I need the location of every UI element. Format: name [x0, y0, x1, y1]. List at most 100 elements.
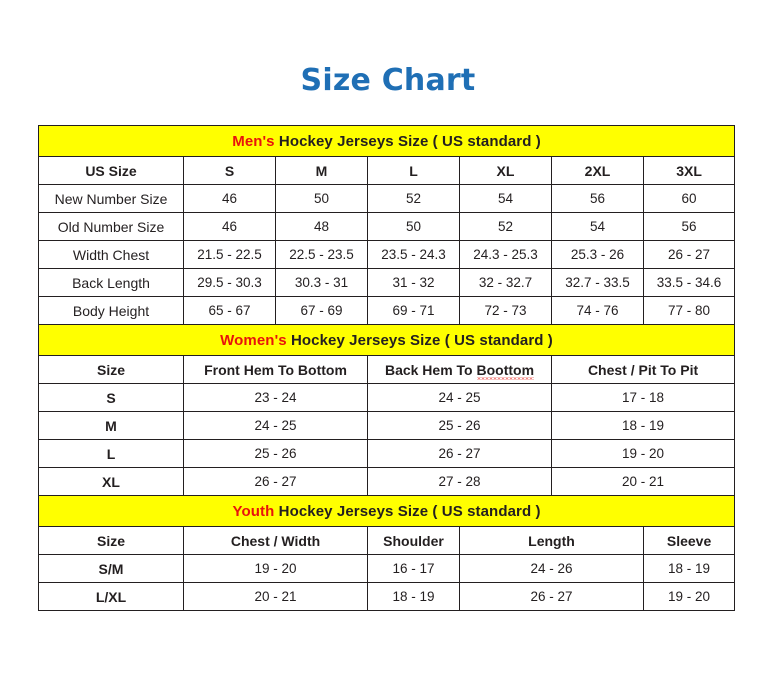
- cell-youth-1-0: 20 - 21: [183, 582, 368, 611]
- row-label-mens-4: Body Height: [38, 296, 184, 325]
- cell-womens-0-1: 24 - 25: [367, 383, 552, 412]
- col-head-womens-1: Front Hem To Bottom: [183, 355, 368, 384]
- column-header-row-womens: Size Front Hem To Bottom Back Hem To Boo…: [38, 355, 736, 384]
- section-header-row-womens: Women's Hockey Jerseys Size ( US standar…: [37, 324, 736, 356]
- section-heading-mens: Men's Hockey Jerseys Size ( US standard …: [37, 125, 736, 157]
- section-heading-womens: Women's Hockey Jerseys Size ( US standar…: [37, 324, 736, 356]
- cell-mens-4-5: 77 - 80: [642, 296, 736, 325]
- cell-youth-1-2: 26 - 27: [459, 582, 644, 611]
- col-head-mens-1: S: [183, 156, 276, 185]
- cell-mens-4-4: 74 - 76: [551, 296, 644, 325]
- cell-mens-1-4: 54: [551, 212, 644, 241]
- cell-mens-0-5: 60: [642, 184, 736, 213]
- row-label-womens-0: S: [38, 383, 184, 412]
- cell-womens-2-1: 26 - 27: [367, 439, 552, 468]
- cell-womens-3-0: 26 - 27: [183, 467, 368, 496]
- cell-youth-1-3: 19 - 20: [642, 582, 736, 611]
- cell-womens-0-2: 17 - 18: [550, 383, 736, 412]
- col-head-mens-5: 2XL: [551, 156, 644, 185]
- cell-mens-4-2: 69 - 71: [367, 296, 460, 325]
- row-label-mens-0: New Number Size: [38, 184, 184, 213]
- row-label-mens-1: Old Number Size: [38, 212, 184, 241]
- table-row: M 24 - 25 25 - 26 18 - 19: [38, 411, 736, 440]
- section-heading-youth: Youth Hockey Jerseys Size ( US standard …: [37, 495, 736, 527]
- cell-youth-0-1: 16 - 17: [367, 554, 460, 583]
- col-head-mens-4: XL: [459, 156, 552, 185]
- section-heading-rest-womens: Hockey Jerseys Size ( US standard ): [286, 331, 553, 349]
- table-row: Back Length 29.5 - 30.3 30.3 - 31 31 - 3…: [38, 268, 736, 297]
- cell-womens-3-2: 20 - 21: [550, 467, 736, 496]
- section-heading-rest-mens: Hockey Jerseys Size ( US standard ): [274, 132, 541, 150]
- table-row: Width Chest 21.5 - 22.5 22.5 - 23.5 23.5…: [38, 240, 736, 269]
- cell-youth-0-3: 18 - 19: [642, 554, 736, 583]
- cell-mens-1-0: 46: [183, 212, 276, 241]
- column-header-row-mens: US Size S M L XL 2XL 3XL: [38, 156, 736, 185]
- section-header-row-youth: Youth Hockey Jerseys Size ( US standard …: [37, 495, 736, 527]
- cell-mens-2-2: 23.5 - 24.3: [367, 240, 460, 269]
- cell-mens-2-3: 24.3 - 25.3: [459, 240, 552, 269]
- row-label-womens-3: XL: [38, 467, 184, 496]
- cell-womens-1-2: 18 - 19: [550, 411, 736, 440]
- cell-mens-2-4: 25.3 - 26: [551, 240, 644, 269]
- col-head-mens-6: 3XL: [642, 156, 736, 185]
- cell-mens-4-1: 67 - 69: [275, 296, 368, 325]
- table-row: L/XL 20 - 21 18 - 19 26 - 27 19 - 20: [38, 582, 736, 611]
- cell-mens-0-0: 46: [183, 184, 276, 213]
- table-row: L 25 - 26 26 - 27 19 - 20: [38, 439, 736, 468]
- cell-mens-3-5: 33.5 - 34.6: [642, 268, 736, 297]
- row-label-womens-2: L: [38, 439, 184, 468]
- col-head-youth-3: Length: [459, 526, 644, 555]
- cell-mens-1-1: 48: [275, 212, 368, 241]
- row-label-youth-1: L/XL: [38, 582, 184, 611]
- col-head-mens-0: US Size: [38, 156, 184, 185]
- col-head-womens-2: Back Hem To Boottom: [367, 355, 552, 384]
- table-row: New Number Size 46 50 52 54 56 60: [38, 184, 736, 213]
- cell-mens-1-3: 52: [459, 212, 552, 241]
- cell-mens-3-0: 29.5 - 30.3: [183, 268, 276, 297]
- cell-mens-3-2: 31 - 32: [367, 268, 460, 297]
- cell-womens-1-0: 24 - 25: [183, 411, 368, 440]
- cell-womens-1-1: 25 - 26: [367, 411, 552, 440]
- table-row: S 23 - 24 24 - 25 17 - 18: [38, 383, 736, 412]
- table-row: Old Number Size 46 48 50 52 54 56: [38, 212, 736, 241]
- section-heading-accent-youth: Youth: [232, 502, 275, 520]
- cell-youth-0-0: 19 - 20: [183, 554, 368, 583]
- cell-mens-0-4: 56: [551, 184, 644, 213]
- cell-mens-3-1: 30.3 - 31: [275, 268, 368, 297]
- col-head-womens-0: Size: [38, 355, 184, 384]
- cell-mens-2-5: 26 - 27: [642, 240, 736, 269]
- size-chart-table: Men's Hockey Jerseys Size ( US standard …: [37, 125, 736, 611]
- cell-youth-1-1: 18 - 19: [367, 582, 460, 611]
- cell-mens-1-5: 56: [642, 212, 736, 241]
- cell-womens-0-0: 23 - 24: [183, 383, 368, 412]
- table-row: Body Height 65 - 67 67 - 69 69 - 71 72 -…: [38, 296, 736, 325]
- col-head-youth-2: Shoulder: [367, 526, 460, 555]
- cell-youth-0-2: 24 - 26: [459, 554, 644, 583]
- col-head-mens-3: L: [367, 156, 460, 185]
- page-title: Size Chart: [300, 63, 476, 98]
- cell-womens-3-1: 27 - 28: [367, 467, 552, 496]
- col-head-womens-2-prefix: Back Hem To: [384, 361, 477, 378]
- section-heading-rest-youth: Hockey Jerseys Size ( US standard ): [274, 502, 541, 520]
- col-head-womens-3: Chest / Pit To Pit: [550, 355, 736, 384]
- col-head-womens-2-misspelled: Boottom: [476, 361, 535, 380]
- cell-mens-0-3: 54: [459, 184, 552, 213]
- row-label-mens-2: Width Chest: [38, 240, 184, 269]
- col-head-youth-0: Size: [38, 526, 184, 555]
- col-head-youth-1: Chest / Width: [183, 526, 368, 555]
- cell-womens-2-0: 25 - 26: [183, 439, 368, 468]
- cell-mens-0-2: 52: [367, 184, 460, 213]
- row-label-mens-3: Back Length: [38, 268, 184, 297]
- section-heading-accent-womens: Women's: [220, 331, 287, 349]
- cell-mens-3-4: 32.7 - 33.5: [551, 268, 644, 297]
- cell-womens-2-2: 19 - 20: [550, 439, 736, 468]
- cell-mens-2-1: 22.5 - 23.5: [275, 240, 368, 269]
- cell-mens-4-0: 65 - 67: [183, 296, 276, 325]
- col-head-youth-4: Sleeve: [642, 526, 736, 555]
- table-row: XL 26 - 27 27 - 28 20 - 21: [38, 467, 736, 496]
- section-heading-accent-mens: Men's: [232, 132, 275, 150]
- table-row: S/M 19 - 20 16 - 17 24 - 26 18 - 19: [38, 554, 736, 583]
- section-header-row-mens: Men's Hockey Jerseys Size ( US standard …: [37, 125, 736, 157]
- row-label-womens-1: M: [38, 411, 184, 440]
